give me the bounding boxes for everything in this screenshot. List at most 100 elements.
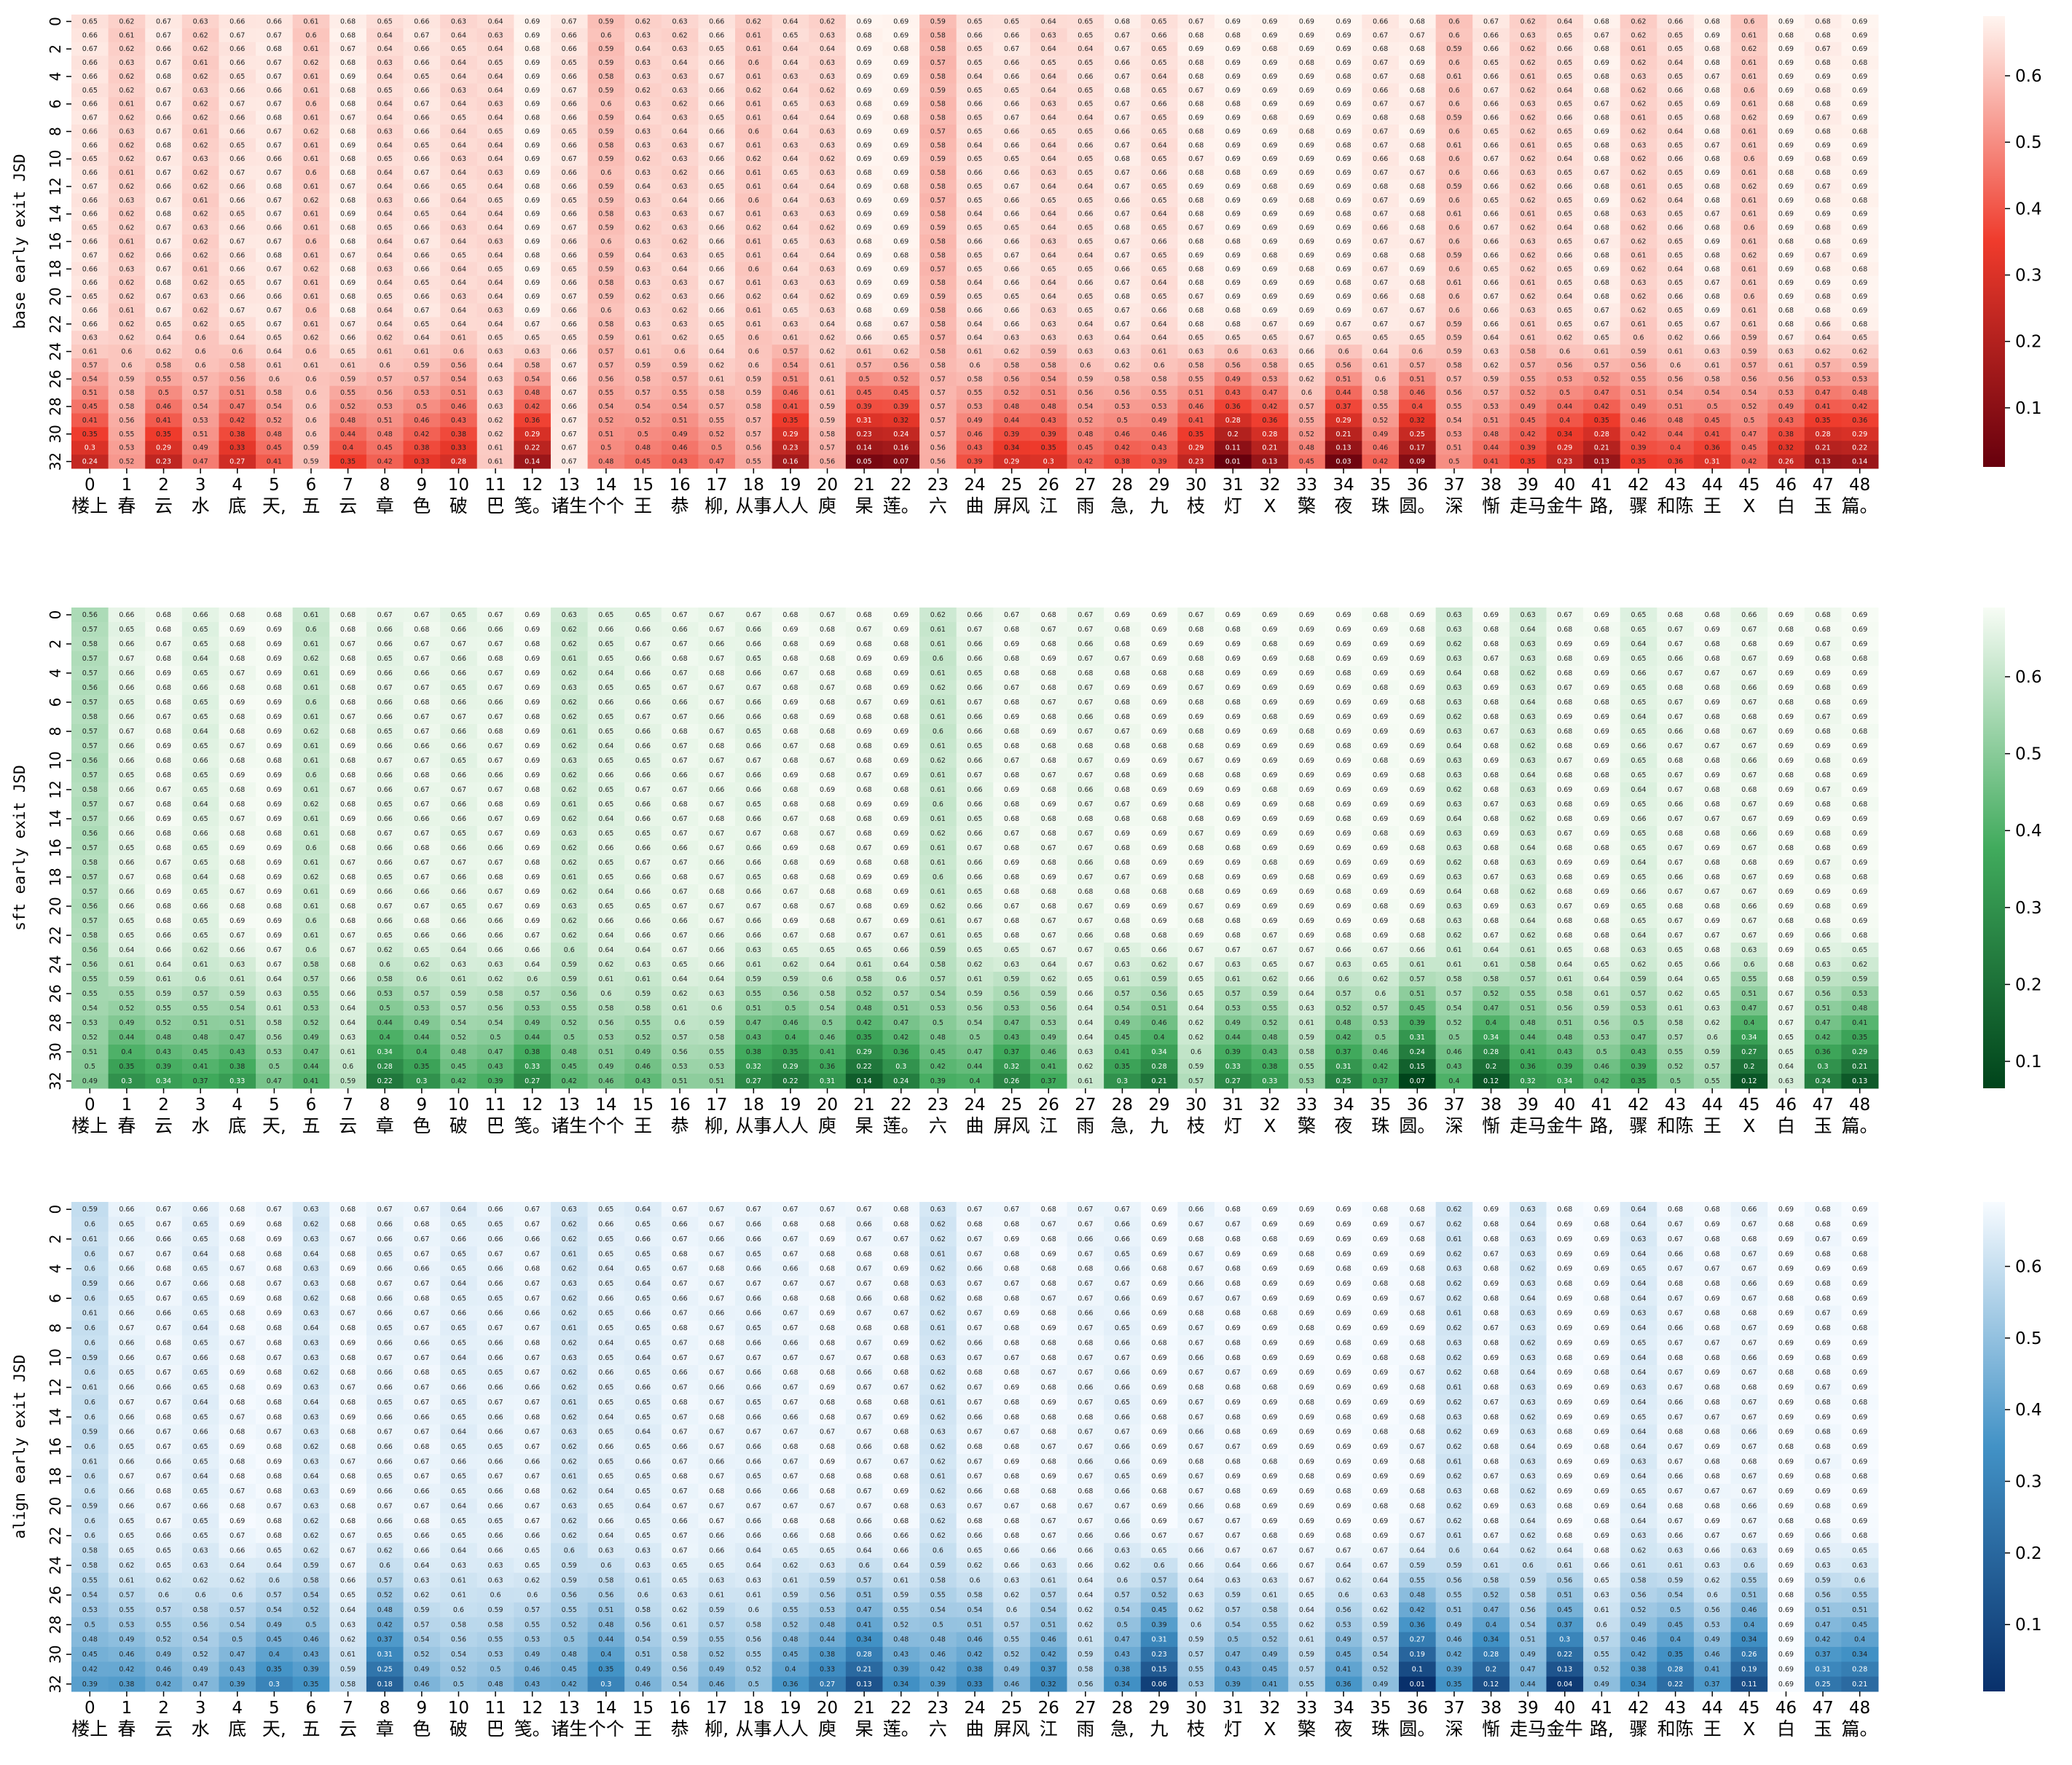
- cell-value-label: 0.59: [1852, 361, 1867, 369]
- cell-value-label: 0.67: [709, 830, 724, 838]
- heatmap-cell: [1288, 42, 1326, 57]
- cell-value-label: 0.67: [1115, 321, 1130, 329]
- cell-value-label: 0.68: [857, 684, 872, 692]
- cell-value-label: 0.67: [672, 713, 688, 721]
- cell-value-label: 0.61: [119, 101, 134, 109]
- x-tick-label: 47: [1812, 476, 1833, 495]
- cell-value-label: 0.69: [1225, 265, 1241, 273]
- cell-value-label: 0.68: [1188, 815, 1204, 823]
- cell-value-label: 0.58: [709, 389, 724, 397]
- cell-value-label: 0.64: [229, 334, 245, 342]
- cell-value-label: 0.55: [967, 389, 982, 397]
- cell-value-label: 0.69: [525, 830, 540, 838]
- cell-value-label: 0.68: [1041, 742, 1056, 750]
- cell-value-label: 0.63: [1520, 169, 1536, 177]
- cell-value-label: 0.68: [672, 801, 688, 809]
- cell-value-label: 0.65: [1557, 31, 1572, 39]
- cell-value-label: 0.67: [1816, 183, 1831, 191]
- cell-value-label: 0.67: [1004, 757, 1019, 765]
- x-token-label: 色: [412, 495, 431, 516]
- cell-value-label: 0.62: [930, 684, 946, 692]
- cell-value-label: 0.69: [525, 197, 540, 205]
- cell-value-label: 0.67: [709, 699, 724, 707]
- cell-value-label: 0.45: [377, 444, 393, 452]
- cell-value-label: 0.67: [1816, 251, 1831, 259]
- cell-value-label: 0.57: [82, 655, 98, 663]
- cell-value-label: 0.66: [451, 742, 466, 750]
- cell-value-label: 0.61: [1446, 211, 1461, 219]
- heatmap-cell: [1583, 55, 1621, 71]
- cell-value-label: 0.66: [119, 830, 134, 838]
- cell-value-label: 0.66: [267, 155, 282, 163]
- cell-value-label: 0.61: [746, 141, 761, 149]
- x-tick-label: 28: [1112, 476, 1133, 495]
- cell-value-label: 0.66: [709, 197, 724, 205]
- cell-value-label: 0.65: [1594, 334, 1609, 342]
- heatmap-cell: [993, 83, 1031, 98]
- cell-value-label: 0.64: [377, 279, 393, 287]
- cell-value-label: 0.68: [1188, 771, 1204, 779]
- cell-value-label: 0.45: [1705, 417, 1720, 425]
- cell-value-label: 0.66: [635, 699, 651, 707]
- cell-value-label: 0.65: [1151, 87, 1166, 95]
- cell-value-label: 0.69: [857, 155, 872, 163]
- cell-value-label: 0.64: [672, 127, 688, 135]
- cell-value-label: 0.68: [156, 830, 171, 838]
- cell-value-label: 0.69: [1225, 211, 1241, 219]
- cell-value-label: 0.68: [1778, 626, 1794, 634]
- cell-value-label: 0.67: [1483, 293, 1499, 301]
- cell-value-label: 0.66: [562, 251, 577, 259]
- cell-value-label: 0.58: [598, 321, 613, 329]
- cell-value-label: 0.68: [1410, 73, 1425, 81]
- cell-value-label: 0.67: [377, 684, 393, 692]
- cell-value-label: 0.68: [1705, 293, 1720, 301]
- cell-value-label: 0.66: [709, 293, 724, 301]
- cell-value-label: 0.68: [1115, 786, 1130, 794]
- cell-value-label: 0.69: [1262, 101, 1277, 109]
- cell-value-label: 0.45: [1741, 444, 1757, 452]
- cell-value-label: 0.68: [1594, 114, 1609, 122]
- cell-value-label: 0.68: [525, 114, 540, 122]
- cell-value-label: 0.69: [1594, 265, 1609, 273]
- cell-value-label: 0.69: [1115, 684, 1130, 692]
- cell-value-label: 0.69: [1336, 307, 1351, 315]
- cell-value-label: 0.52: [1741, 403, 1757, 411]
- heatmap-cell: [1251, 83, 1289, 98]
- cell-value-label: 0.64: [782, 45, 798, 53]
- heatmap-cell: [1067, 15, 1104, 29]
- cell-value-label: 0.61: [303, 713, 318, 721]
- cell-value-label: 0.68: [340, 830, 356, 838]
- cell-value-label: 0.67: [820, 757, 835, 765]
- cell-value-label: 0.66: [1668, 224, 1683, 232]
- cell-value-label: 0.61: [1741, 321, 1757, 329]
- cell-value-label: 0.5: [1559, 389, 1570, 397]
- cell-value-label: 0.61: [1520, 211, 1536, 219]
- cell-value-label: 0.67: [82, 114, 98, 122]
- cell-value-label: 0.48: [1004, 403, 1019, 411]
- x-tick-label: 8: [380, 476, 391, 495]
- cell-value-label: 0.68: [1557, 669, 1572, 677]
- cell-value-label: 0.65: [377, 293, 393, 301]
- heatmap-cell: [1472, 42, 1510, 57]
- cell-value-label: 0.67: [1078, 626, 1093, 634]
- cell-value-label: 0.67: [1373, 279, 1388, 287]
- cell-value-label: 0.69: [1225, 251, 1241, 259]
- cell-value-label: 0.69: [1299, 155, 1314, 163]
- cell-value-label: 0.39: [1041, 431, 1056, 439]
- cell-value-label: 0.67: [1188, 684, 1204, 692]
- cell-value-label: 0.69: [857, 251, 872, 259]
- cell-value-label: 0.57: [1520, 361, 1536, 369]
- x-tick-label: 48: [1849, 476, 1870, 495]
- cell-value-label: 0.66: [229, 87, 245, 95]
- heatmap-cell: [1583, 42, 1621, 57]
- cell-value-label: 0.69: [1778, 640, 1794, 648]
- cell-value-label: 0.66: [414, 127, 429, 135]
- cell-value-label: 0.63: [1446, 771, 1461, 779]
- cell-value-label: 0.59: [820, 417, 835, 425]
- cell-value-label: 0.65: [82, 293, 98, 301]
- cell-value-label: 0.68: [1373, 114, 1388, 122]
- cell-value-label: 0.62: [193, 183, 208, 191]
- cell-value-label: 0.66: [1630, 742, 1646, 750]
- x-token-label: 曲: [965, 495, 984, 516]
- cell-value-label: 0.61: [930, 640, 946, 648]
